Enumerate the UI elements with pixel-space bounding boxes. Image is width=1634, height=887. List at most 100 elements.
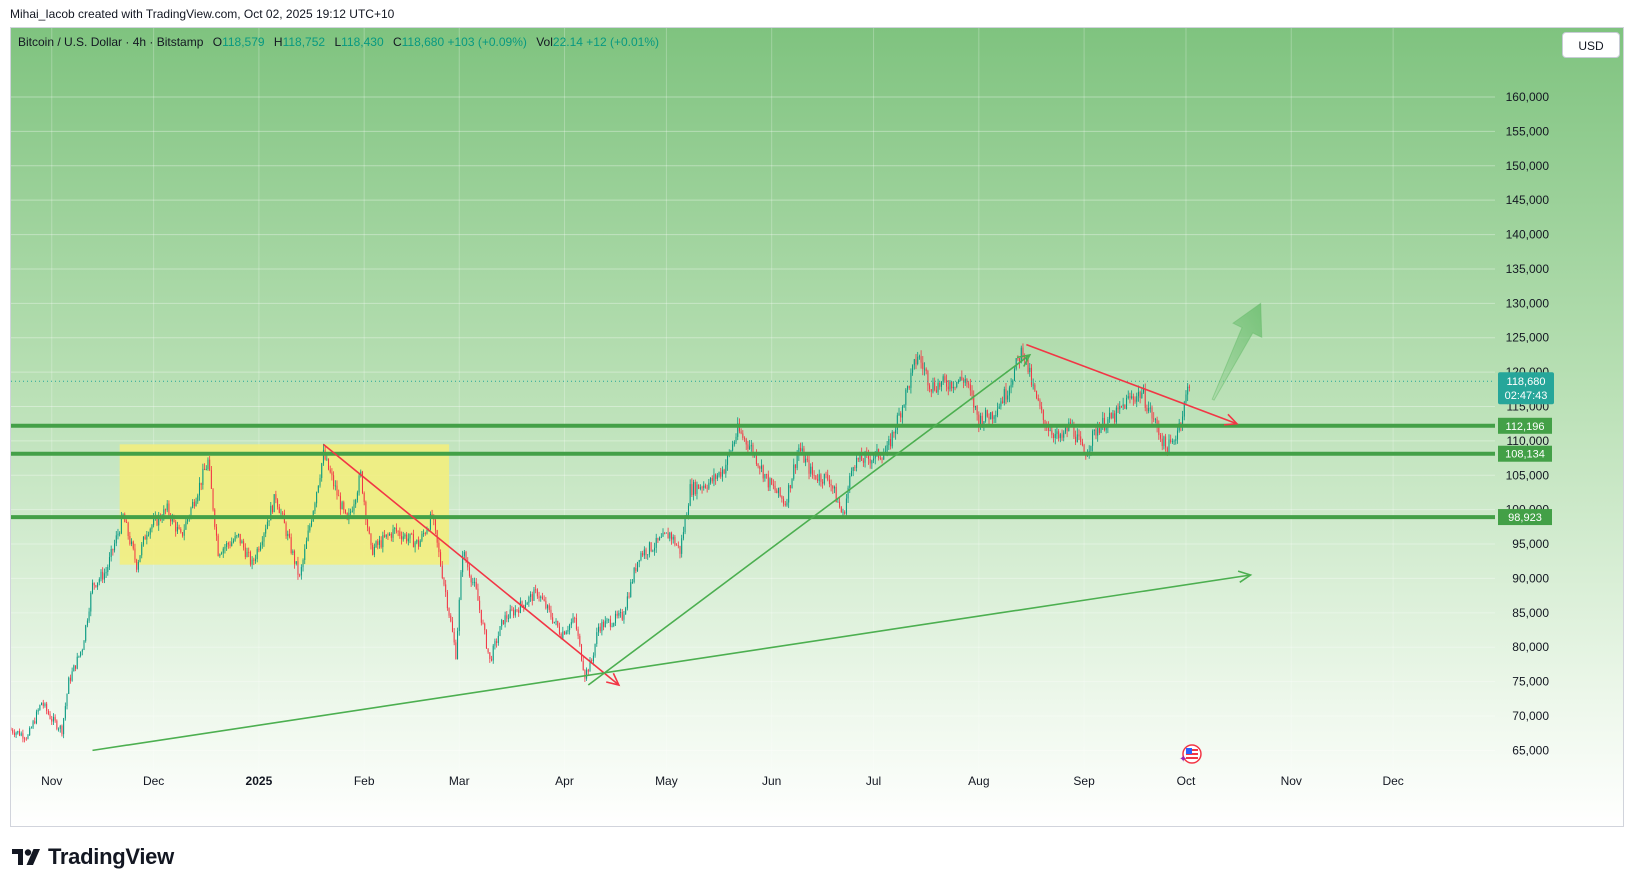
candle-body [706, 487, 708, 489]
candle-body [823, 473, 825, 484]
candle-body [317, 485, 319, 493]
candle-body [777, 487, 779, 494]
candle-body [767, 474, 769, 488]
candle-body [779, 487, 781, 497]
candle-body [839, 501, 841, 508]
candle-body [815, 475, 817, 480]
currency-button[interactable]: USD [1562, 32, 1620, 58]
tradingview-brand[interactable]: TradingView [12, 844, 174, 870]
candle-body [367, 519, 369, 528]
candle-body [847, 487, 849, 499]
candle-body [360, 471, 362, 476]
candle-body [139, 555, 141, 563]
candle-body [125, 522, 127, 523]
candle-body [1092, 431, 1094, 446]
x-tick-label: Nov [41, 774, 62, 788]
candle-body [210, 470, 212, 489]
candle-body [1185, 394, 1187, 403]
candle-body [409, 533, 411, 539]
candle-body [864, 452, 866, 463]
candle-body [195, 501, 197, 507]
candle-body [217, 535, 219, 557]
candle-body [1000, 401, 1002, 407]
candle-body [32, 721, 34, 728]
trend-arrowhead [1016, 353, 1032, 367]
candle-body [221, 553, 223, 555]
legend-volume-change: +12 (+0.01%) [586, 35, 659, 49]
candle-body [930, 389, 932, 392]
candle-body [465, 552, 467, 562]
candle-body [187, 518, 189, 522]
candle-body [176, 527, 178, 532]
candle-body [871, 460, 873, 464]
trend-arrowhead [1237, 570, 1253, 583]
candle-body [27, 735, 29, 739]
candle-body [477, 588, 479, 601]
x-tick-label: Mar [449, 774, 470, 788]
x-tick-label: Feb [354, 774, 375, 788]
candle-body [674, 536, 676, 545]
candle-body [378, 540, 380, 545]
candle-body [102, 571, 104, 580]
candle-body [1114, 413, 1116, 423]
candle-body [394, 527, 396, 530]
candle-body [1158, 426, 1160, 436]
candle-body [399, 531, 401, 536]
level-price-tag [1498, 509, 1552, 526]
candle-body [766, 474, 768, 475]
tradingview-brand-name: TradingView [48, 844, 174, 869]
candle-body [689, 484, 691, 506]
candle-body [453, 631, 455, 643]
candle-body [142, 536, 144, 545]
candle-body [355, 500, 357, 505]
candle-body [83, 640, 85, 651]
candle-body [1110, 413, 1112, 419]
candle-body [828, 479, 830, 484]
candle-body [1143, 389, 1145, 393]
candle-body [282, 512, 284, 514]
candle-body [1029, 367, 1031, 373]
chart-area[interactable]: 65,000 70,000 75,000 80,000 85,000 90,000 95,0… [10, 27, 1624, 827]
candle-body [1020, 347, 1022, 363]
candle-body [511, 609, 513, 611]
candle-body [750, 444, 752, 447]
candle-body [120, 515, 122, 534]
candle-body [550, 609, 552, 618]
current-price-tag [1498, 372, 1554, 405]
candle-body [275, 494, 277, 500]
candle-body [867, 453, 869, 460]
candle-body [703, 485, 705, 489]
candle-body [1036, 390, 1038, 399]
candle-body [718, 471, 720, 476]
candle-body [100, 571, 102, 580]
candle-body [499, 626, 501, 636]
candle-body [331, 472, 333, 476]
candle-body [608, 619, 610, 621]
candle-body [793, 464, 795, 479]
candle-body [22, 733, 24, 739]
candle-body [64, 706, 66, 719]
candle-body [350, 511, 352, 513]
y-tick-label: 70,000 [1512, 709, 1549, 723]
candle-body [341, 502, 343, 510]
candle-body [397, 531, 399, 533]
candle-body [978, 414, 980, 427]
sparkle-icon: ✦ [1179, 754, 1187, 765]
candle-body [825, 473, 827, 475]
candle-body [18, 731, 20, 736]
candle-body [268, 520, 270, 522]
candle-body [985, 410, 987, 422]
candle-body [696, 484, 698, 495]
candle-body [73, 665, 75, 672]
candle-body [1042, 410, 1044, 421]
trend-line-green [587, 354, 1031, 686]
candle-body [990, 412, 992, 420]
candle-body [794, 464, 796, 468]
candle-body [727, 454, 729, 465]
candle-body [687, 505, 689, 515]
candle-body [380, 540, 382, 548]
price-chart[interactable]: 65,000 70,000 75,000 80,000 85,000 90,000 95,0… [11, 28, 1624, 827]
candle-body [175, 521, 177, 532]
candle-body [672, 536, 674, 540]
candle-body [156, 515, 158, 526]
